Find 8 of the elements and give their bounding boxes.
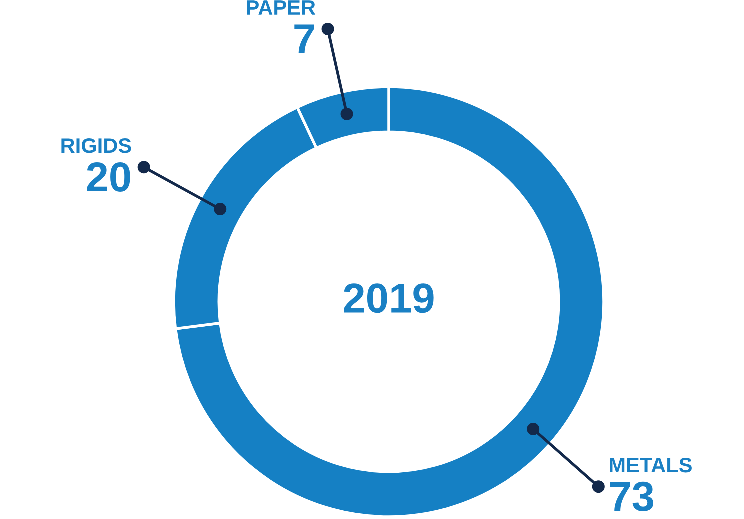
slice-label: METALS [610, 458, 692, 473]
data-label: 7 [294, 24, 314, 54]
text: 2019 [344, 284, 434, 314]
data-label: 73 [610, 482, 654, 512]
donut-slice [174, 86, 606, 518]
data-label: 20 [87, 162, 130, 192]
slice-label: RIGIDS [62, 138, 132, 154]
slice-label: PAPER [247, 0, 316, 15]
